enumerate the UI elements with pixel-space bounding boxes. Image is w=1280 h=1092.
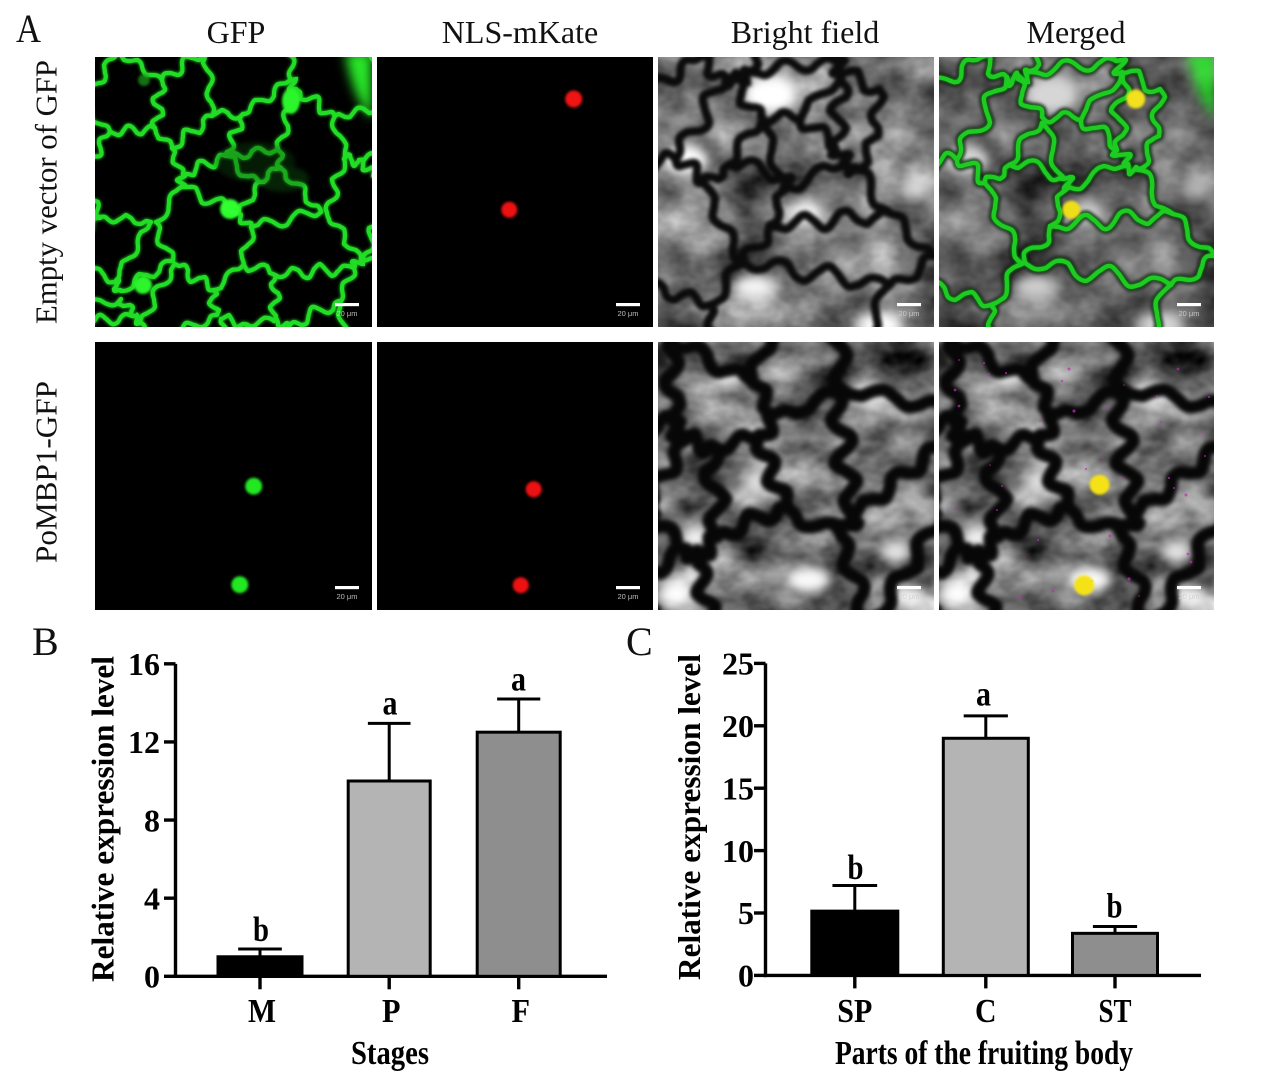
svg-text:a: a [976,675,991,714]
svg-text:5: 5 [738,895,754,931]
svg-text:A: A [16,6,41,51]
svg-text:SP: SP [837,993,872,1030]
svg-text:20 μm: 20 μm [618,592,639,601]
svg-text:10: 10 [722,833,754,869]
svg-text:20: 20 [722,708,754,744]
svg-text:M: M [248,993,276,1030]
svg-text:C: C [626,619,653,664]
svg-text:F: F [511,993,530,1030]
svg-text:8: 8 [144,802,160,838]
svg-text:b: b [848,848,864,887]
svg-text:15: 15 [722,770,754,806]
svg-text:GFP: GFP [207,14,266,50]
svg-text:Empty vector of GFP: Empty vector of GFP [29,60,64,324]
svg-text:Relative expression level: Relative expression level [85,656,121,982]
svg-text:b: b [1107,887,1123,926]
svg-text:20 μm: 20 μm [337,592,358,601]
svg-text:25: 25 [722,646,754,682]
svg-text:20 μm: 20 μm [618,309,639,318]
svg-text:Parts of the fruiting body: Parts of the fruiting body [835,1035,1133,1072]
svg-text:16: 16 [128,646,160,682]
svg-text:C: C [975,993,997,1030]
svg-text:Bright field: Bright field [731,14,879,50]
svg-text:0: 0 [738,958,754,994]
svg-text:NLS-mKate: NLS-mKate [442,14,598,50]
svg-text:Relative expression level: Relative expression level [671,654,707,980]
svg-text:Stages: Stages [351,1035,429,1072]
svg-text:a: a [383,684,398,723]
svg-text:B: B [32,619,59,664]
svg-text:a: a [511,660,526,699]
svg-text:PoMBP1-GFP: PoMBP1-GFP [29,381,64,563]
svg-text:4: 4 [144,880,160,916]
svg-text:20 μm: 20 μm [899,309,920,318]
svg-text:P: P [382,993,401,1030]
svg-text:0: 0 [144,959,160,995]
svg-text:20 μm: 20 μm [337,309,358,318]
svg-text:12: 12 [128,724,160,760]
svg-text:ST: ST [1099,993,1132,1030]
svg-text:20 μm: 20 μm [899,592,920,601]
svg-text:20 μm: 20 μm [1179,309,1200,318]
svg-text:20 μm: 20 μm [1179,592,1200,601]
svg-text:b: b [253,910,269,949]
svg-text:Merged: Merged [1027,14,1126,50]
